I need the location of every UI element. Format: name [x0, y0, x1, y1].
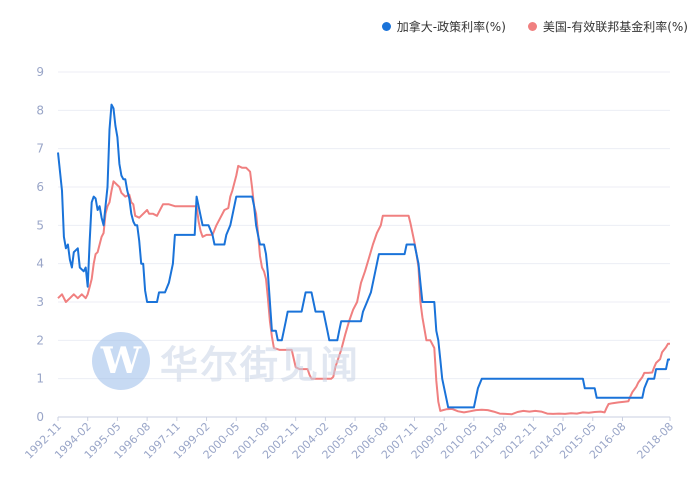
gridlines [58, 71, 670, 418]
y-tick-label: 3 [36, 295, 44, 309]
y-tick-label: 7 [36, 142, 44, 156]
y-tick-label: 8 [36, 103, 44, 117]
legend-marker-canada [381, 22, 391, 31]
x-tick-label: 2018-08 [634, 420, 676, 462]
series-line-canada [57, 103, 670, 409]
y-tick-label: 2 [36, 333, 44, 347]
x-axis: 1992-111994-021995-051996-081997-111999-… [22, 416, 676, 462]
legend-label-canada: 加拿大-政策利率(%) [396, 20, 506, 34]
legend-item-canada[interactable]: 加拿大-政策利率(%) [381, 18, 506, 35]
y-tick-label: 1 [36, 372, 44, 386]
watermark-text: 华尔街见闻 [160, 341, 361, 387]
legend: 加拿大-政策利率(%) 美国-有效联邦基金利率(%) [381, 18, 688, 35]
watermark-logo: W [92, 332, 150, 390]
legend-item-us[interactable]: 美国-有效联邦基金利率(%) [527, 18, 688, 35]
series-lines [57, 103, 670, 416]
watermark: W 华尔街见闻 [92, 332, 360, 390]
legend-label-us: 美国-有效联邦基金利率(%) [542, 20, 688, 34]
y-tick-label: 0 [36, 410, 44, 424]
y-tick-label: 9 [36, 65, 44, 79]
series-line-us [57, 164, 670, 416]
y-tick-label: 4 [36, 257, 44, 271]
y-axis: 0 1 2 3 4 5 6 7 8 9 [36, 65, 44, 424]
y-tick-label: 6 [36, 180, 44, 194]
legend-marker-us [527, 22, 537, 31]
y-tick-label: 5 [36, 218, 44, 232]
